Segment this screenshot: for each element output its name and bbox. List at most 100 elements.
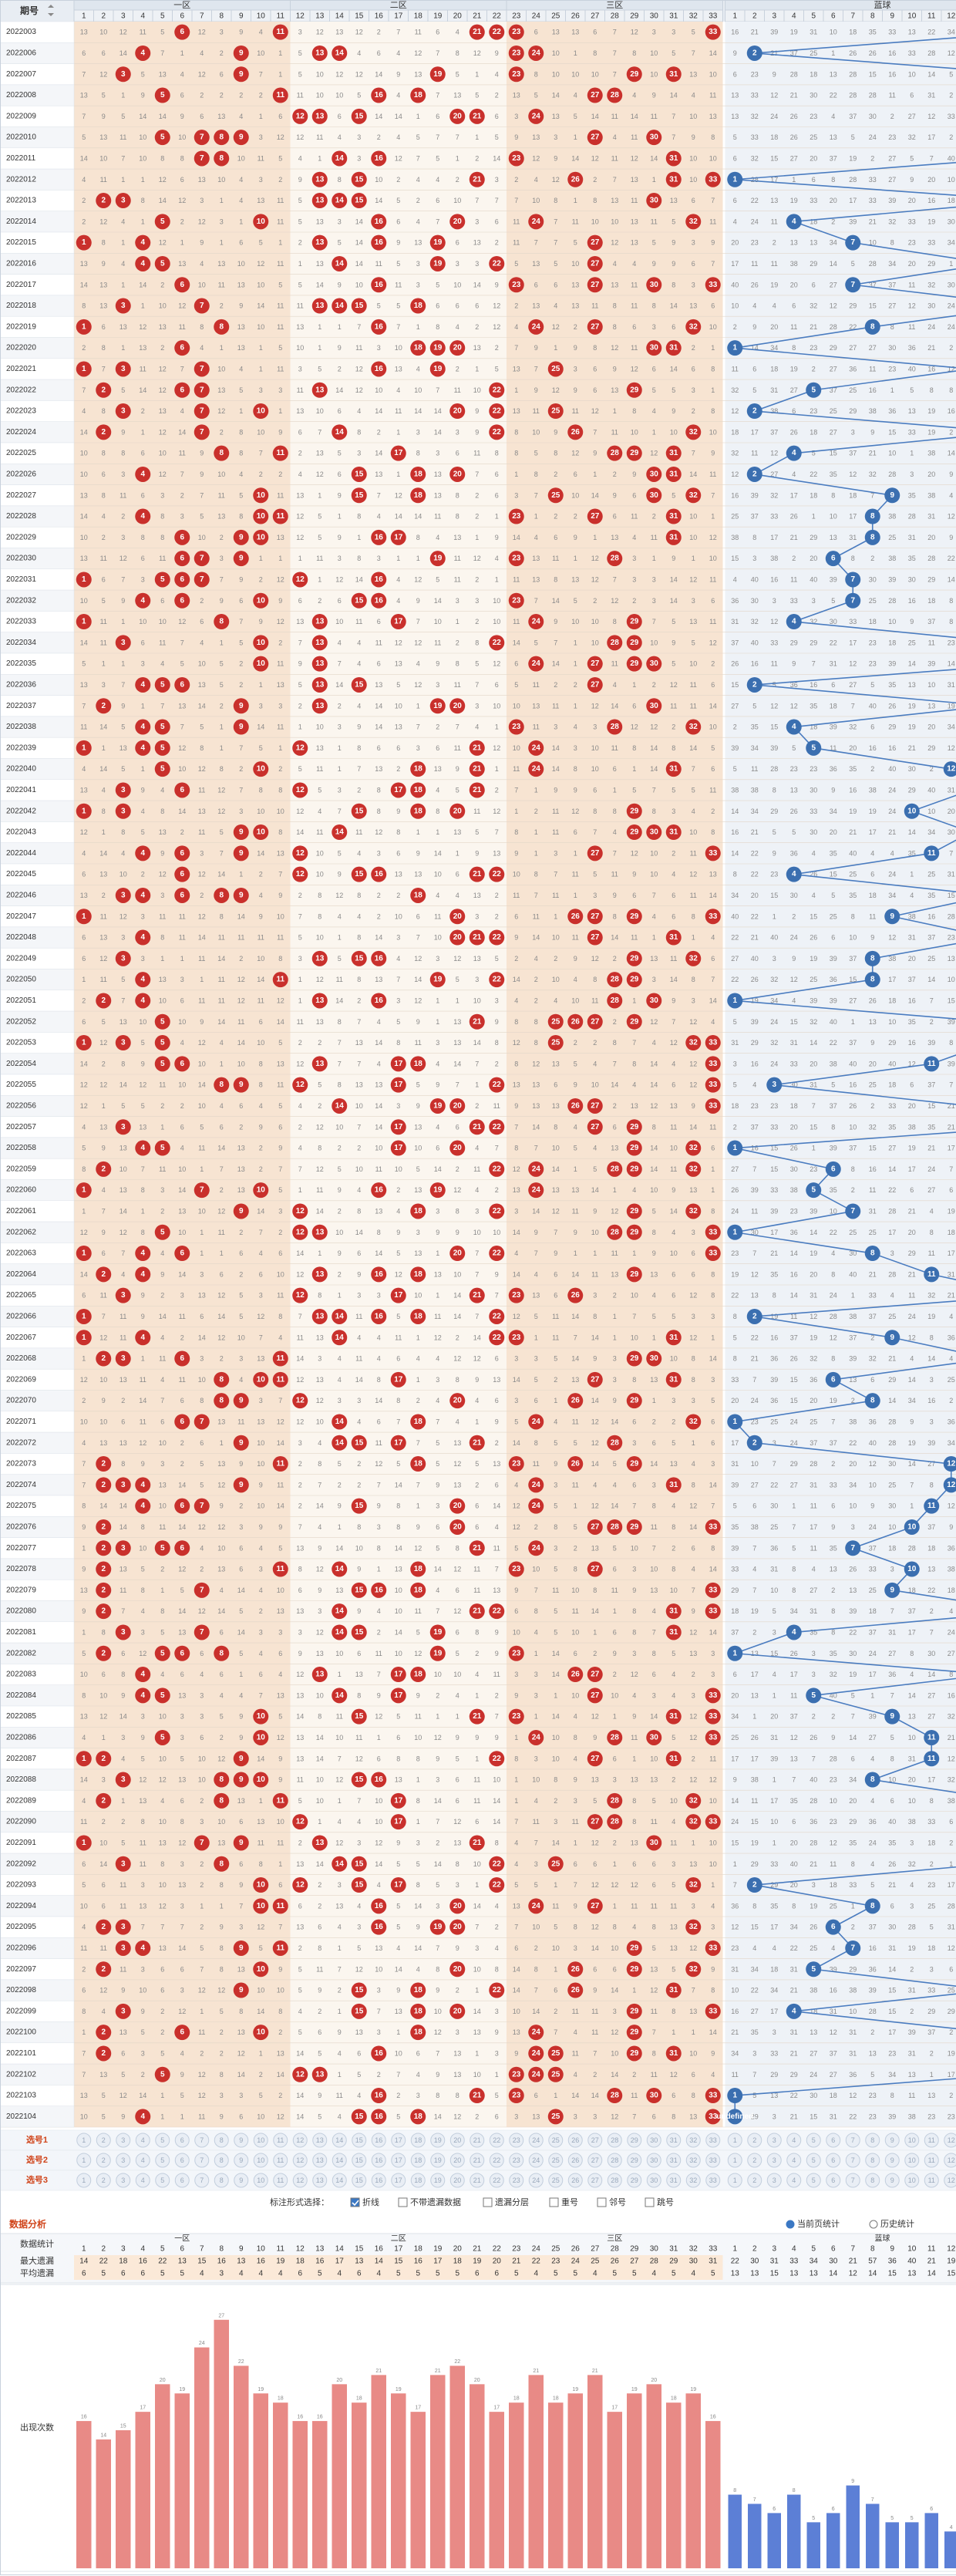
bar-red: [470, 2384, 485, 2568]
svg-text:31: 31: [810, 29, 817, 36]
svg-text:36: 36: [948, 1418, 955, 1425]
issue-header[interactable]: 期号: [20, 5, 39, 16]
svg-text:9: 9: [773, 70, 776, 78]
svg-text:1: 1: [82, 976, 86, 983]
svg-text:3: 3: [752, 555, 756, 562]
bar-blue: [885, 2522, 899, 2568]
svg-text:22: 22: [493, 407, 502, 416]
svg-text:6: 6: [82, 955, 86, 963]
legend-option[interactable]: 遗漏分层: [483, 2197, 529, 2207]
svg-text:1: 1: [396, 555, 400, 562]
svg-text:3: 3: [772, 12, 776, 21]
svg-text:16: 16: [751, 660, 759, 668]
svg-text:10: 10: [650, 1186, 658, 1194]
svg-text:11: 11: [355, 1313, 362, 1320]
svg-text:13: 13: [80, 260, 88, 268]
svg-text:13: 13: [513, 1186, 520, 1194]
svg-text:4: 4: [475, 1397, 479, 1404]
svg-text:8: 8: [593, 49, 597, 57]
pick-row[interactable]: 选号1 1 2 3 4 5 6 7 8 9 10 11 12 13 14 15 16 17 18 19 20 21 22 23…: [0, 2129, 956, 2151]
svg-text:9: 9: [792, 955, 796, 963]
svg-text:9: 9: [514, 133, 518, 141]
svg-text:30: 30: [790, 1165, 798, 1173]
svg-text:21: 21: [927, 344, 935, 352]
legend-option[interactable]: 重号: [549, 2197, 578, 2207]
svg-text:6: 6: [220, 70, 224, 78]
svg-text:25: 25: [888, 534, 896, 541]
svg-text:28: 28: [611, 1165, 620, 1173]
svg-text:3: 3: [121, 1481, 126, 1489]
radio-history[interactable]: 历史统计: [869, 2219, 914, 2229]
svg-text:二区: 二区: [390, 1, 407, 10]
svg-text:18: 18: [414, 765, 423, 774]
svg-text:24: 24: [770, 1060, 778, 1067]
issue-number: 2022040: [6, 765, 36, 774]
svg-text:14: 14: [611, 702, 618, 710]
svg-text:20: 20: [849, 744, 857, 752]
svg-text:4: 4: [692, 92, 695, 99]
legend-option[interactable]: 折线: [350, 2197, 379, 2207]
svg-text:17: 17: [770, 534, 778, 541]
svg-text:32: 32: [751, 618, 759, 625]
svg-text:15: 15: [830, 871, 837, 878]
svg-text:11: 11: [790, 323, 797, 331]
svg-text:9: 9: [220, 597, 224, 605]
svg-text:14: 14: [650, 1145, 658, 1152]
svg-text:14: 14: [375, 723, 382, 731]
svg-text:2: 2: [220, 302, 224, 310]
svg-text:4: 4: [102, 513, 106, 521]
svg-text:4: 4: [514, 996, 518, 1004]
svg-text:8: 8: [377, 808, 381, 815]
sort-icon[interactable]: [48, 5, 54, 16]
svg-text:9: 9: [121, 597, 125, 605]
svg-text:21: 21: [770, 1249, 778, 1257]
svg-text:2: 2: [220, 1355, 224, 1363]
svg-text:8: 8: [318, 1460, 321, 1468]
svg-text:10: 10: [237, 154, 245, 162]
svg-text:1: 1: [910, 450, 914, 457]
bar-blue: [924, 2513, 938, 2568]
legend-option[interactable]: 邻号: [597, 2197, 626, 2207]
svg-text:4: 4: [554, 302, 557, 310]
svg-text:10: 10: [473, 996, 481, 1004]
svg-text:39: 39: [888, 575, 896, 583]
svg-text:27: 27: [790, 386, 798, 394]
radio-current[interactable]: 当前页统计: [786, 2218, 840, 2229]
svg-text:8: 8: [574, 1566, 577, 1573]
svg-text:9: 9: [495, 49, 499, 57]
svg-text:22: 22: [493, 639, 502, 647]
legend-option[interactable]: 不带遗漏数据: [398, 2197, 461, 2207]
zone-header-1: 一区: [73, 0, 291, 11]
svg-text:22: 22: [810, 470, 817, 478]
issue-number: 2022022: [6, 386, 36, 394]
svg-text:29: 29: [630, 1207, 639, 1216]
pick-row[interactable]: 选号2 1 2 3 4 5 6 7 8 9 10 11 12 13 14 15 16 17 18 19 20 21 22 23…: [0, 2149, 956, 2171]
pick-row[interactable]: 选号3 1 2 3 4 5 6 7 8 9 10 11 12 13 14 15 16 17 18 19 20 21 22 23…: [0, 2170, 956, 2191]
svg-text:9: 9: [82, 1566, 86, 1573]
svg-text:10: 10: [395, 344, 402, 352]
svg-text:5: 5: [514, 1544, 518, 1552]
svg-text:6: 6: [554, 281, 557, 288]
svg-text:3: 3: [298, 955, 302, 963]
svg-text:10: 10: [849, 1502, 857, 1510]
svg-text:28: 28: [751, 176, 759, 184]
svg-text:2: 2: [475, 1102, 479, 1110]
pick-rows[interactable]: 选号1 1 2 3 4 5 6 7 8 9 10 11 12 13 14 15 16 17 18 19 20 21 22 23…: [0, 2129, 956, 2191]
svg-text:1: 1: [141, 428, 145, 436]
svg-text:36: 36: [731, 597, 739, 605]
svg-text:37: 37: [770, 428, 778, 436]
svg-text:5: 5: [554, 260, 557, 268]
svg-text:10: 10: [709, 723, 717, 731]
svg-text:1: 1: [711, 1334, 715, 1341]
svg-text:8: 8: [259, 786, 263, 794]
svg-text:7: 7: [200, 428, 204, 437]
svg-text:39: 39: [888, 197, 896, 204]
svg-text:7: 7: [141, 1165, 145, 1173]
legend-option[interactable]: 跳号: [645, 2197, 674, 2207]
svg-text:2: 2: [82, 217, 86, 225]
svg-text:26: 26: [790, 808, 798, 815]
svg-text:1: 1: [416, 1376, 420, 1384]
svg-text:4: 4: [475, 1186, 479, 1194]
svg-text:13: 13: [611, 1270, 618, 1278]
